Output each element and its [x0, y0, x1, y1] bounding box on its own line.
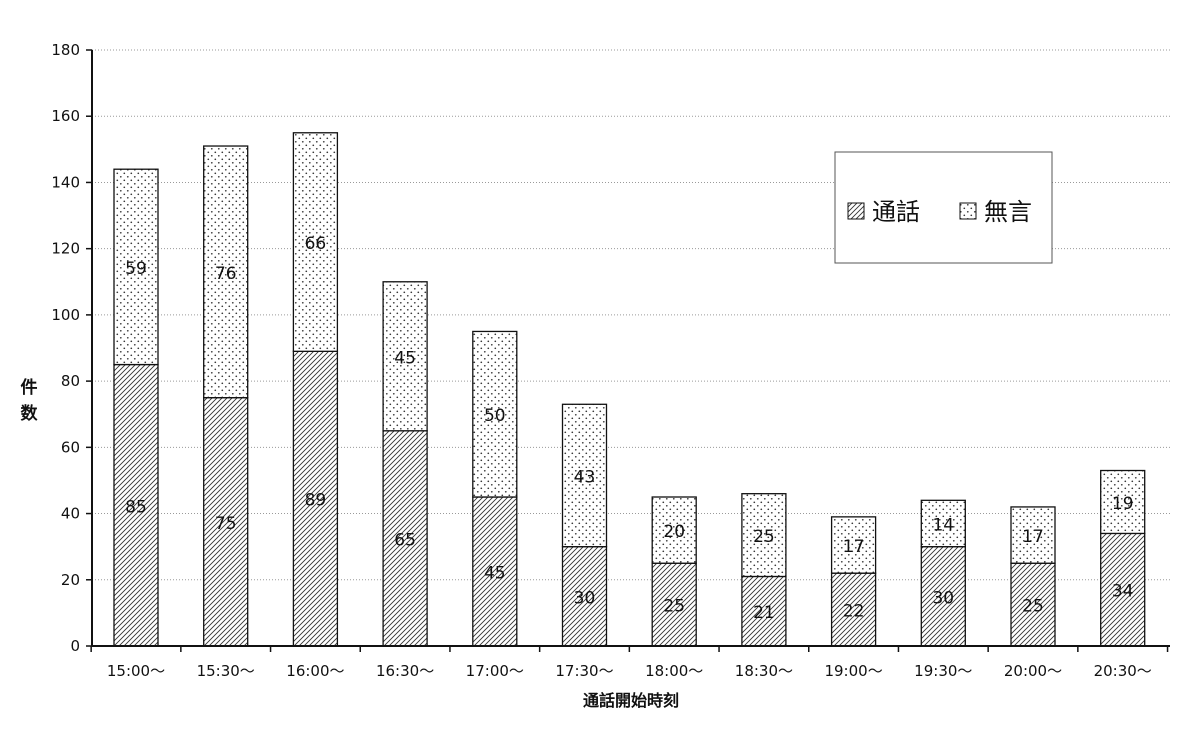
- x-tick-label: 16:30～: [376, 662, 434, 680]
- bar-segment-call: [830, 572, 877, 647]
- bar-segment-silent: [382, 281, 428, 432]
- legend-swatch-silent: [959, 202, 977, 220]
- data-label-silent: 14: [932, 515, 954, 535]
- data-label-call: 25: [1022, 597, 1044, 617]
- x-tick-label: 20:00～: [1004, 662, 1062, 680]
- bar-segment-call: [920, 546, 966, 647]
- bar-segment-silent: [741, 493, 787, 578]
- x-tick-label: 20:30～: [1094, 662, 1152, 680]
- x-tick-label: 19:00～: [824, 662, 882, 680]
- x-tick-label: 16:00～: [286, 662, 344, 680]
- bar-segment-call: [113, 363, 159, 647]
- data-label-call: 65: [394, 530, 416, 550]
- legend-label-call: 通話: [872, 198, 920, 226]
- bar-segment-silent: [1100, 469, 1146, 535]
- y-tick-label: 20: [61, 571, 80, 589]
- bars: [113, 132, 1146, 647]
- data-label-silent: 19: [1112, 494, 1134, 514]
- y-axis-title-char: 数: [21, 403, 39, 424]
- data-label-call: 34: [1112, 582, 1134, 602]
- x-tick-label: 15:30～: [197, 662, 255, 680]
- bar-segment-call: [1010, 562, 1056, 647]
- data-label-call: 75: [215, 514, 237, 534]
- data-label-silent: 50: [484, 406, 506, 426]
- y-axis-title: 件数: [21, 377, 39, 424]
- x-tick-label: 18:30～: [735, 662, 793, 680]
- y-tick-label: 180: [51, 41, 80, 59]
- y-tick-label: 60: [61, 438, 80, 456]
- y-tick-label: 120: [51, 240, 80, 258]
- bar-segment-silent: [1010, 506, 1056, 564]
- x-tick-labels: 15:00～ 15:30～ 16:00～ 16:30～ 17:00～ 17:30～ 18:0…: [107, 662, 1152, 680]
- data-label-silent: 76: [215, 264, 237, 284]
- bar-segment-silent: [920, 499, 966, 548]
- legend-box: [834, 151, 1053, 264]
- bar-segment-call: [1100, 532, 1146, 647]
- x-tick-label: 18:00～: [645, 662, 703, 680]
- y-tick-label: 0: [70, 637, 80, 655]
- axes: [86, 49, 1170, 652]
- bar-segment-silent: [292, 132, 339, 352]
- segment-labels: 85 59 75 76 89 66 65 45 45 50 30 43 25 20 21 25 22 17 30 14…: [125, 234, 1133, 623]
- y-axis-title-char: 件: [21, 377, 38, 398]
- x-axis-title: 通話開始時刻: [583, 691, 679, 710]
- data-label-call: 89: [305, 491, 327, 511]
- x-tick-label: 17:00～: [466, 662, 524, 680]
- y-tick-label: 80: [61, 372, 80, 390]
- x-tick-label: 19:30～: [914, 662, 972, 680]
- bar-segment-silent: [472, 330, 518, 498]
- legend: 通話 無言: [834, 151, 1053, 264]
- gridlines: [92, 49, 1170, 581]
- data-label-call: 21: [753, 603, 775, 623]
- data-label-call: 22: [843, 602, 865, 622]
- data-label-silent: 20: [663, 522, 685, 542]
- data-label-call: 85: [125, 497, 147, 517]
- data-label-call: 30: [574, 588, 596, 608]
- bar-segment-silent: [561, 403, 608, 548]
- data-label-silent: 43: [574, 467, 596, 487]
- bar-segment-silent: [830, 516, 877, 574]
- y-tick-label: 100: [51, 306, 80, 324]
- y-tick-labels: 0 20 40 60 80 100 120 140 160 180: [51, 41, 80, 655]
- bar-segment-silent: [203, 145, 249, 399]
- x-tick-label: 17:30～: [555, 662, 613, 680]
- data-label-call: 45: [484, 564, 506, 584]
- y-tick-label: 40: [61, 505, 80, 523]
- data-label-call: 30: [932, 588, 954, 608]
- data-label-silent: 25: [753, 527, 775, 547]
- data-label-silent: 17: [1022, 527, 1044, 547]
- data-label-call: 25: [663, 597, 685, 617]
- bar-segment-call: [561, 546, 608, 647]
- data-label-silent: 59: [125, 259, 147, 279]
- data-label-silent: 45: [394, 348, 416, 368]
- data-label-silent: 66: [305, 234, 327, 254]
- bar-segment-silent: [113, 168, 159, 366]
- legend-label-silent: 無言: [984, 198, 1032, 226]
- data-label-silent: 17: [843, 537, 865, 557]
- bar-segment-silent: [651, 496, 697, 564]
- legend-swatch-call: [847, 202, 865, 220]
- x-tick-label: 15:00～: [107, 662, 165, 680]
- y-tick-label: 160: [51, 107, 80, 125]
- y-tick-label: 140: [51, 173, 80, 191]
